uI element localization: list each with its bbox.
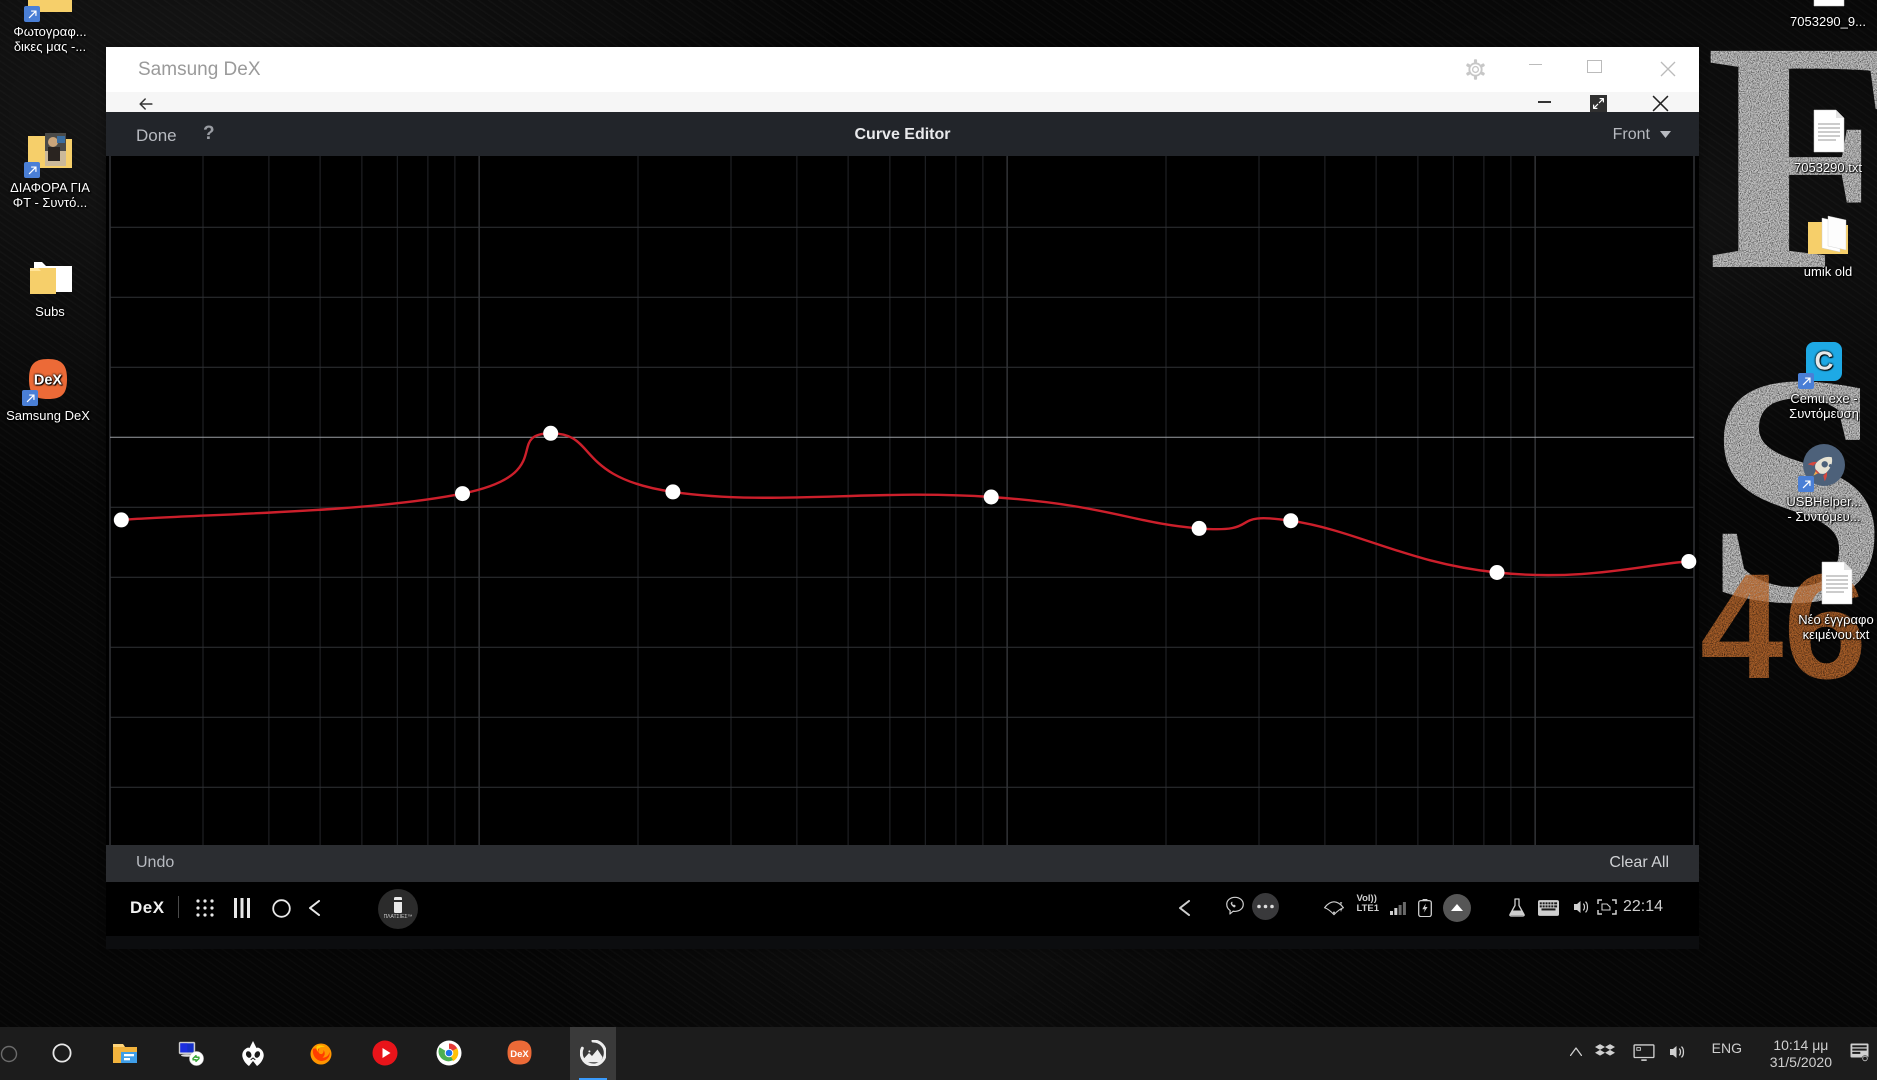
svg-text:DeX: DeX <box>34 373 63 389</box>
svg-text:C: C <box>1815 346 1834 376</box>
svg-text:DeX: DeX <box>510 1049 529 1060</box>
